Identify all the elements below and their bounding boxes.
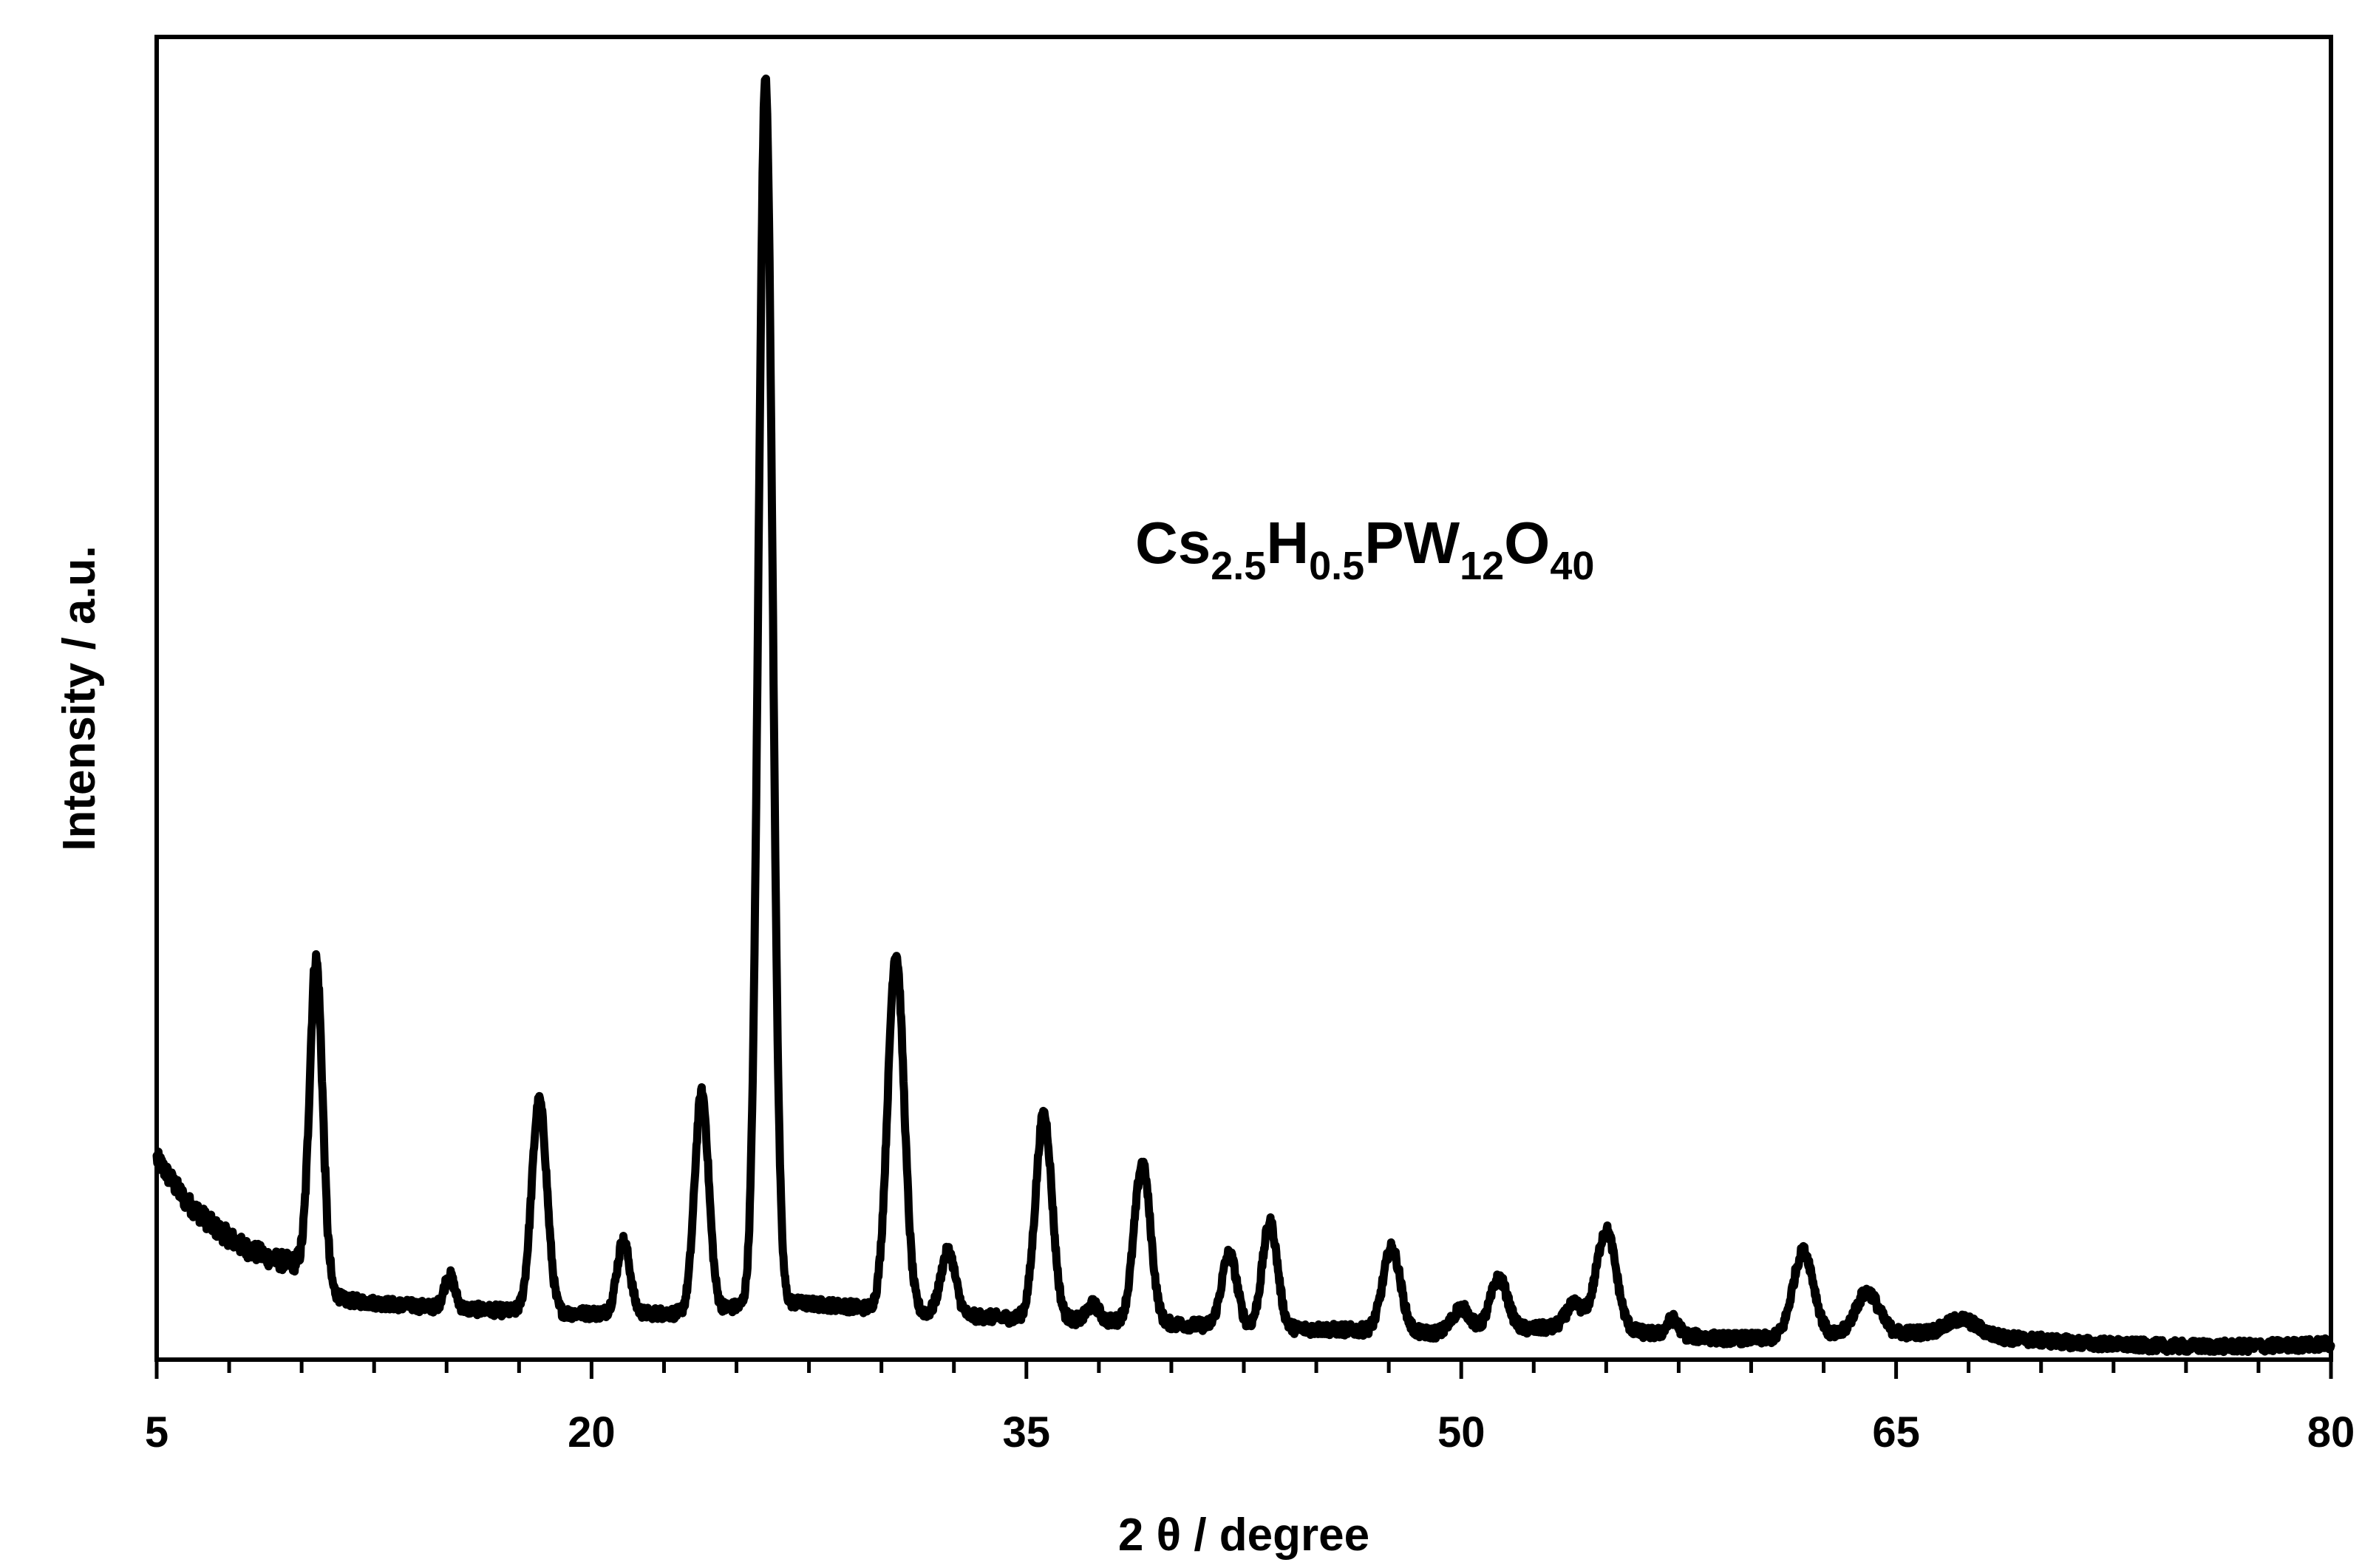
annotation-subscript: 0.5 bbox=[1309, 544, 1364, 588]
annotation-part: O bbox=[1504, 510, 1550, 576]
x-axis-title: 2 θ / degree bbox=[1118, 1510, 1369, 1561]
annotation-subscript: 2.5 bbox=[1211, 544, 1266, 588]
annotation-subscript: 12 bbox=[1460, 544, 1504, 588]
series-line bbox=[152, 74, 2335, 1357]
annotation-part: PW bbox=[1364, 510, 1460, 576]
y-axis-title: Intensity / a.u. bbox=[54, 545, 105, 851]
x-tick-label: 50 bbox=[1437, 1408, 1485, 1456]
plot-frame bbox=[154, 35, 2333, 1362]
x-tick-label: 65 bbox=[1872, 1408, 1920, 1456]
x-tick-label: 20 bbox=[568, 1408, 616, 1456]
x-tick-label: 5 bbox=[145, 1408, 169, 1456]
compound-annotation: Cs2.5H0.5PW12O40 bbox=[1135, 510, 1594, 588]
annotation-subscript: 40 bbox=[1550, 544, 1594, 588]
x-tick-label: 80 bbox=[2307, 1408, 2355, 1456]
x-tick-label: 35 bbox=[1003, 1408, 1051, 1456]
x-axis-tick-labels: 5 20 35 50 65 80 bbox=[145, 1408, 2355, 1456]
x-axis-ticks bbox=[154, 1360, 2333, 1379]
annotation-part: H bbox=[1266, 510, 1309, 576]
annotation-part: Cs bbox=[1135, 510, 1211, 576]
